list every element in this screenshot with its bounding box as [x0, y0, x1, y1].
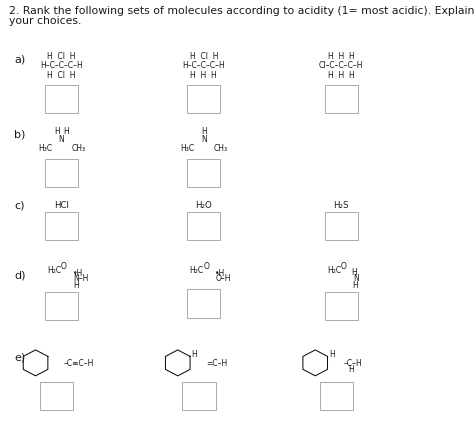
Bar — [40, 382, 73, 410]
Text: a): a) — [14, 54, 26, 64]
Text: H₃C: H₃C — [38, 144, 52, 153]
Bar — [320, 382, 353, 410]
Text: H: H — [353, 281, 358, 290]
Text: H–C–C–C–H: H–C–C–C–H — [182, 61, 225, 70]
Text: 2. Rank the following sets of molecules according to acidity (1= most acidic). E: 2. Rank the following sets of molecules … — [9, 6, 474, 16]
Bar — [187, 85, 220, 113]
Text: Cl–C–C–C–H: Cl–C–C–C–H — [319, 61, 364, 70]
Text: •H: •H — [215, 269, 226, 278]
Text: H₃C: H₃C — [180, 144, 194, 153]
Text: H₂C: H₂C — [327, 266, 341, 275]
Text: H  H  H: H H H — [328, 71, 355, 80]
Text: H₂C: H₂C — [190, 266, 204, 275]
Bar — [325, 292, 358, 320]
Text: H–C–C–C–H: H–C–C–C–H — [40, 61, 83, 70]
Text: H: H — [348, 365, 354, 374]
Bar — [187, 289, 220, 318]
Bar — [325, 85, 358, 113]
Text: H: H — [191, 350, 197, 359]
Text: H  Cl  H: H Cl H — [47, 71, 76, 80]
Text: H₂O: H₂O — [195, 201, 212, 210]
Text: H: H — [329, 350, 335, 359]
Text: •H: •H — [73, 269, 83, 278]
Text: H: H — [73, 281, 79, 290]
Text: H: H — [352, 268, 357, 277]
Text: H₂S: H₂S — [334, 201, 349, 210]
Text: CH₃: CH₃ — [71, 144, 85, 153]
Text: =C–H: =C–H — [206, 359, 228, 368]
Text: HCl: HCl — [54, 201, 69, 210]
Text: c): c) — [14, 201, 25, 211]
Text: N: N — [59, 135, 64, 144]
Text: e): e) — [14, 352, 26, 362]
Text: O: O — [203, 262, 209, 271]
Bar — [45, 292, 78, 320]
Text: d): d) — [14, 270, 26, 280]
Text: N: N — [353, 274, 359, 283]
Bar — [187, 159, 220, 187]
Text: –C–H: –C–H — [344, 359, 363, 368]
Text: N–H: N–H — [73, 274, 89, 283]
Text: your choices.: your choices. — [9, 16, 82, 26]
Text: H: H — [54, 127, 60, 137]
Bar — [45, 85, 78, 113]
Bar — [45, 159, 78, 187]
Text: H  Cl  H: H Cl H — [47, 52, 76, 61]
Bar — [45, 212, 78, 240]
Text: O: O — [61, 262, 67, 271]
Text: H: H — [64, 127, 69, 137]
Text: CH₃: CH₃ — [213, 144, 228, 153]
Bar — [325, 212, 358, 240]
Bar — [187, 212, 220, 240]
Text: O: O — [341, 262, 346, 271]
Text: O–H: O–H — [216, 274, 231, 283]
Text: H  Cl  H: H Cl H — [190, 52, 218, 61]
Text: H: H — [201, 127, 207, 137]
Text: H  H  H: H H H — [328, 52, 355, 61]
Text: –C≡C–H: –C≡C–H — [64, 359, 94, 368]
Bar — [182, 382, 216, 410]
Text: H₂C: H₂C — [47, 266, 62, 275]
Text: H  H  H: H H H — [191, 71, 217, 80]
Text: b): b) — [14, 130, 26, 140]
Text: N: N — [201, 135, 207, 144]
